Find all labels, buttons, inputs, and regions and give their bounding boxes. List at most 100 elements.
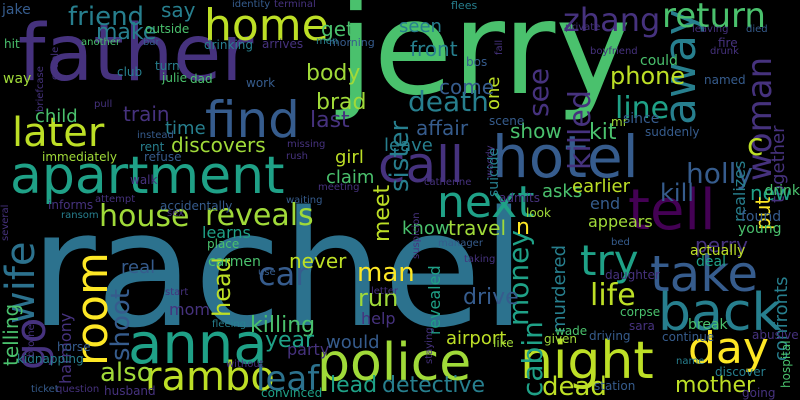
word-fire: fire (718, 36, 738, 50)
word-young: young (738, 221, 782, 237)
word-catherine: catherine (424, 177, 472, 188)
word-jerry: jerry (338, 0, 632, 124)
word-instead: instead (137, 130, 174, 141)
word-use: use (258, 267, 276, 278)
word-convinced: convinced (261, 386, 323, 400)
word-man: man (357, 258, 415, 288)
word-taking: taking (464, 254, 496, 265)
word-see: see (522, 68, 555, 118)
word-daughter: daughter (605, 268, 660, 282)
word-boyfriend: boyfriend (590, 46, 638, 57)
word-wade: wade (555, 324, 588, 338)
word-kidnapping: kidnapping (17, 352, 84, 366)
word-brother: brother (26, 320, 37, 357)
word-abusive: abusive (752, 328, 799, 342)
word-arrives: arrives (262, 37, 304, 51)
word-fleeing: fleeing (212, 319, 247, 330)
word-fall: fall (494, 39, 505, 55)
word-actually: actually (690, 243, 746, 259)
word-time: time (165, 118, 206, 139)
word-refuse: refuse (144, 150, 182, 164)
word-terminal: terminal (274, 0, 316, 10)
word-try: try (580, 236, 639, 285)
word-turn: turn (155, 59, 180, 73)
word-earlier: earlier (572, 176, 630, 197)
word-mom: mom (169, 300, 210, 319)
word-perry: perry (695, 233, 748, 257)
word-brad: brad (316, 90, 367, 115)
word-show: show (510, 119, 562, 143)
word-going: going (742, 386, 776, 400)
word-look: look (526, 206, 551, 220)
word-n: n (516, 215, 530, 240)
word-leaf: leaf (256, 359, 320, 399)
word-given: given (544, 332, 578, 346)
word-club: club (117, 65, 143, 79)
word-bos: bos (466, 55, 488, 69)
word-lead: lead (330, 373, 378, 398)
word-name: name (676, 356, 705, 367)
word-waiting: waiting (286, 195, 323, 206)
word-carmen: carmen (208, 254, 261, 270)
word-private: private (565, 22, 601, 33)
word-couple: couple (50, 46, 61, 80)
word-airport: airport (446, 328, 507, 349)
word-detective: detective (382, 373, 486, 398)
word-last: last (310, 108, 350, 133)
word-discovers: discovers (171, 133, 266, 157)
word-briefcase: briefcase (35, 66, 46, 112)
word-ticket: ticket (31, 384, 59, 395)
word-could: could (640, 53, 678, 69)
word-also: also (100, 358, 153, 388)
word-drinking: drinking (204, 38, 253, 52)
word-never: never (289, 249, 347, 273)
word-know: know (402, 218, 450, 239)
word-come: come (439, 75, 495, 99)
word-real: real (121, 257, 156, 278)
word-killing: killing (250, 313, 316, 338)
word-identity: identity (232, 0, 271, 10)
word-call: call (378, 136, 464, 194)
word-death: death (408, 85, 489, 118)
word-hospital: hospital (779, 340, 793, 388)
word-way: way (3, 71, 32, 87)
word-morning: morning (329, 36, 375, 49)
word-train: train (123, 102, 170, 126)
word-line: line (615, 91, 670, 126)
word-party: party (287, 340, 330, 359)
word-house: house (99, 199, 190, 234)
word-later: later (12, 110, 105, 156)
word-friend: friend (68, 2, 145, 32)
word-jake: jake (2, 2, 31, 18)
word-informs: informs (48, 198, 94, 212)
word-men: men (316, 36, 339, 47)
word-scene: scene (489, 114, 525, 128)
word-drunk: drunk (710, 46, 739, 57)
word-bed: bed (611, 237, 630, 248)
word-zhang: zhang (563, 1, 661, 39)
word-revealed: revealed (425, 265, 444, 335)
word-hotel: hotel (492, 123, 639, 191)
word-leave: leave (384, 135, 433, 156)
word-end: end (590, 194, 621, 213)
word-kit: kit (589, 120, 617, 145)
word-question: question (56, 384, 100, 395)
word-take: take (650, 245, 759, 303)
word-suspicion: suspicion (411, 212, 422, 259)
word-drink: drink (764, 183, 800, 199)
word-named: named (704, 73, 746, 87)
word-dead: dead (542, 372, 607, 400)
word-say: say (161, 0, 196, 22)
word-meet: meet (370, 184, 395, 242)
word-bar: bar (143, 37, 160, 48)
word-day: day (688, 323, 769, 374)
word-leaving: leaving (692, 24, 729, 35)
word-find: find (205, 91, 300, 149)
word-corpse: corpse (620, 305, 661, 319)
word-discover: discover (715, 365, 766, 379)
word-would: would (326, 332, 380, 353)
word-suddenly: suddenly (645, 125, 700, 139)
word-night: night (520, 331, 654, 391)
word-phone: phone (610, 62, 686, 90)
word-body: body (306, 61, 361, 86)
